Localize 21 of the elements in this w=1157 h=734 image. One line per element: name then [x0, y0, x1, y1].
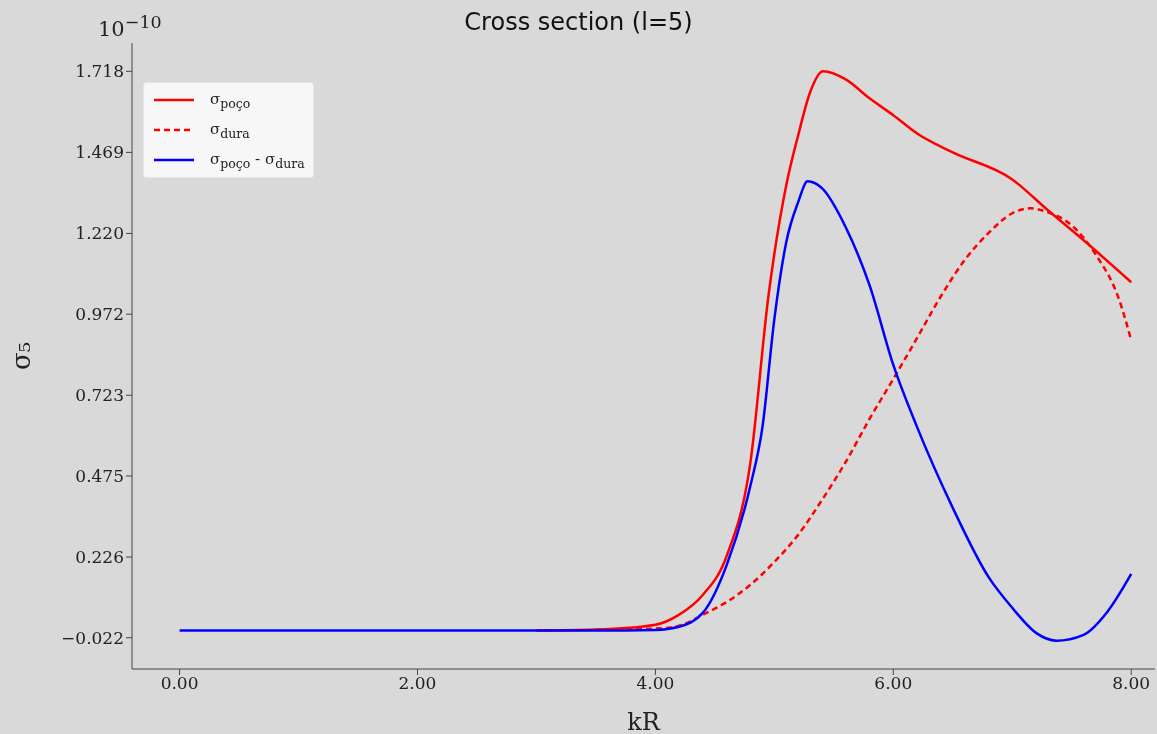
y-axis-title: σ₅: [6, 341, 36, 371]
text: 10$^{−10}$: [98, 12, 162, 41]
legend-label: σ$_{dura}$: [210, 119, 250, 141]
y-tick-label: 0.972: [75, 304, 124, 325]
x-tick-label: 4.00: [636, 673, 675, 694]
y-tick-label: 0.475: [75, 465, 124, 486]
x-tick-label: 6.00: [874, 673, 913, 694]
y-tick-label: 0.226: [75, 547, 124, 568]
legend-label: σ$_{poço}$ - σ$_{dura}$: [210, 149, 305, 171]
x-tick-label: 8.00: [1112, 673, 1151, 694]
y-tick-label: −0.022: [61, 627, 124, 648]
chart-title: Cross section (l=5): [464, 8, 693, 36]
y-tick-label: 1.469: [75, 142, 124, 163]
legend-label: σ$_{poço}$: [210, 89, 251, 111]
y-tick-label: 1.718: [75, 61, 124, 82]
y-tick-label: 1.220: [75, 223, 124, 244]
x-tick-label: 0.00: [160, 673, 199, 694]
x-tick-label: 2.00: [398, 673, 437, 694]
x-axis-title: kR: [627, 708, 661, 734]
line-series: [178, 180, 1133, 642]
y-tick-label: 0.723: [75, 385, 124, 406]
